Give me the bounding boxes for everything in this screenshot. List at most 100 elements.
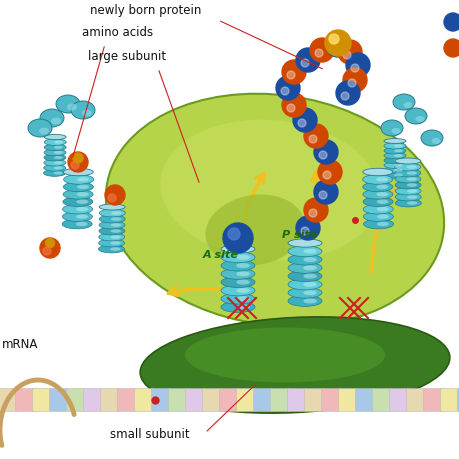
Ellipse shape — [384, 162, 406, 168]
Ellipse shape — [54, 140, 63, 144]
Circle shape — [40, 238, 60, 258]
FancyBboxPatch shape — [338, 388, 358, 412]
Ellipse shape — [221, 245, 255, 253]
Circle shape — [336, 81, 360, 105]
Circle shape — [287, 71, 295, 79]
Circle shape — [309, 209, 317, 217]
Ellipse shape — [77, 185, 89, 189]
Ellipse shape — [407, 177, 417, 181]
Ellipse shape — [54, 146, 63, 149]
Ellipse shape — [111, 235, 121, 239]
Ellipse shape — [54, 156, 62, 159]
Ellipse shape — [106, 94, 444, 326]
Ellipse shape — [111, 229, 121, 233]
Circle shape — [298, 119, 306, 127]
Ellipse shape — [56, 95, 80, 113]
Ellipse shape — [395, 169, 421, 177]
Ellipse shape — [44, 154, 66, 161]
Ellipse shape — [384, 147, 406, 154]
Ellipse shape — [363, 190, 393, 199]
Ellipse shape — [303, 274, 317, 279]
Circle shape — [71, 161, 79, 169]
FancyBboxPatch shape — [0, 388, 17, 412]
Ellipse shape — [54, 166, 62, 169]
Circle shape — [444, 13, 459, 31]
Ellipse shape — [363, 168, 393, 176]
Circle shape — [309, 135, 317, 143]
Ellipse shape — [394, 154, 403, 157]
Ellipse shape — [236, 255, 250, 260]
Circle shape — [228, 228, 240, 240]
Ellipse shape — [63, 182, 93, 192]
Ellipse shape — [393, 94, 415, 110]
Ellipse shape — [421, 130, 443, 146]
Ellipse shape — [51, 118, 61, 124]
Ellipse shape — [54, 161, 62, 164]
Ellipse shape — [77, 177, 89, 182]
Ellipse shape — [395, 187, 421, 195]
Ellipse shape — [63, 197, 93, 207]
Circle shape — [323, 171, 331, 179]
Ellipse shape — [221, 252, 255, 263]
Ellipse shape — [363, 182, 393, 192]
Circle shape — [348, 79, 356, 87]
Ellipse shape — [407, 171, 417, 175]
FancyBboxPatch shape — [33, 388, 51, 412]
Ellipse shape — [288, 239, 322, 247]
Circle shape — [346, 53, 370, 77]
Ellipse shape — [384, 143, 406, 149]
Ellipse shape — [384, 172, 406, 178]
Ellipse shape — [236, 304, 250, 309]
Ellipse shape — [384, 152, 406, 159]
FancyBboxPatch shape — [84, 388, 102, 412]
Ellipse shape — [303, 265, 317, 270]
Ellipse shape — [221, 260, 255, 271]
FancyBboxPatch shape — [390, 388, 409, 412]
Ellipse shape — [221, 302, 255, 313]
Text: large subunit: large subunit — [88, 50, 166, 63]
Ellipse shape — [288, 287, 322, 298]
Ellipse shape — [403, 102, 413, 108]
Ellipse shape — [67, 103, 77, 111]
Ellipse shape — [76, 207, 88, 212]
Ellipse shape — [111, 217, 121, 221]
Ellipse shape — [44, 134, 66, 140]
Ellipse shape — [44, 149, 66, 156]
Ellipse shape — [76, 222, 88, 226]
Ellipse shape — [394, 169, 403, 172]
Circle shape — [319, 151, 327, 159]
Circle shape — [45, 239, 55, 247]
FancyBboxPatch shape — [134, 388, 153, 412]
Circle shape — [343, 51, 351, 59]
Ellipse shape — [364, 219, 393, 229]
FancyBboxPatch shape — [458, 388, 459, 412]
Ellipse shape — [221, 285, 255, 296]
Circle shape — [329, 34, 339, 44]
Circle shape — [301, 227, 309, 235]
Ellipse shape — [363, 197, 393, 207]
Ellipse shape — [376, 200, 389, 204]
Ellipse shape — [376, 192, 388, 196]
Ellipse shape — [407, 183, 417, 187]
Ellipse shape — [62, 204, 93, 214]
FancyBboxPatch shape — [373, 388, 392, 412]
Ellipse shape — [384, 139, 406, 143]
Ellipse shape — [288, 296, 322, 307]
Ellipse shape — [76, 200, 89, 204]
Text: P site: P site — [282, 230, 317, 240]
Ellipse shape — [39, 128, 49, 134]
Circle shape — [296, 216, 320, 240]
Ellipse shape — [394, 145, 403, 147]
Ellipse shape — [377, 222, 389, 226]
Ellipse shape — [363, 204, 393, 214]
Ellipse shape — [236, 280, 250, 285]
Text: A site: A site — [203, 250, 239, 260]
Ellipse shape — [44, 139, 66, 146]
Ellipse shape — [44, 170, 66, 176]
Ellipse shape — [405, 108, 427, 124]
Ellipse shape — [376, 177, 388, 182]
Circle shape — [304, 124, 328, 148]
FancyBboxPatch shape — [101, 388, 119, 412]
Ellipse shape — [221, 293, 255, 304]
Ellipse shape — [185, 328, 385, 382]
